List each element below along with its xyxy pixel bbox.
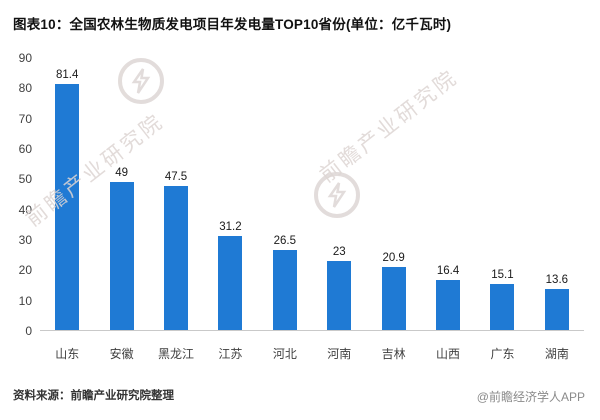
credit-line: @前瞻经济学人APP xyxy=(476,390,585,404)
bar xyxy=(490,284,515,330)
y-tick-label: 40 xyxy=(18,202,32,217)
bar xyxy=(327,260,352,330)
bar xyxy=(164,186,189,330)
bar-value-label: 16.4 xyxy=(436,265,460,278)
bar-group: 81.4 xyxy=(40,58,94,330)
bar xyxy=(272,249,297,330)
bar-value-label: 49 xyxy=(115,166,128,179)
x-axis-labels: 山东 安徽 黑龙江 江苏 河北 河南 吉林 山西 广东 湖南 xyxy=(40,345,584,362)
x-category-label: 江苏 xyxy=(218,347,243,361)
x-category-label: 广东 xyxy=(490,347,515,361)
bar-group: 49 xyxy=(94,58,148,330)
y-tick-label: 60 xyxy=(18,141,32,156)
y-axis-spacer xyxy=(10,345,40,362)
x-category-label: 黑龙江 xyxy=(158,347,195,361)
x-category-label: 山西 xyxy=(436,347,461,361)
x-category-label: 河南 xyxy=(327,347,352,361)
bar-value-label: 81.4 xyxy=(56,69,79,81)
bar-group: 31.2 xyxy=(203,58,257,330)
bar-chart: 90 80 70 60 50 40 30 20 10 0 81.4 49 47.5 31.2 26.5 23… xyxy=(10,51,584,362)
bar-group: 23 xyxy=(312,58,366,330)
bar xyxy=(436,280,461,330)
bar xyxy=(55,84,80,330)
source-note: 资料来源：前瞻产业研究院整理 xyxy=(13,390,174,402)
bar-group: 26.5 xyxy=(258,58,312,330)
bar xyxy=(544,288,569,330)
bar xyxy=(218,235,243,330)
bar-group: 15.1 xyxy=(475,58,529,330)
bar-value-label: 31.2 xyxy=(219,220,242,233)
bar xyxy=(109,181,134,330)
plot-area: 81.4 49 47.5 31.2 26.5 23 20.9 16.4 15.1 13.6 xyxy=(40,58,584,331)
x-category-label: 河北 xyxy=(272,347,297,361)
y-tick-label: 0 xyxy=(25,323,32,338)
x-category-label: 安徽 xyxy=(109,347,134,361)
x-category-label: 湖南 xyxy=(544,347,569,361)
chart-title: 图表10：全国农林生物质发电项目年发电量TOP10省份(单位：亿千瓦时) xyxy=(13,17,452,32)
x-category-label: 吉林 xyxy=(381,347,406,361)
y-tick-label: 50 xyxy=(18,172,32,187)
bar xyxy=(381,266,406,330)
bar-value-label: 20.9 xyxy=(382,251,405,264)
y-tick-label: 30 xyxy=(18,232,32,247)
bar-value-label: 26.5 xyxy=(273,234,297,247)
plot-row: 90 80 70 60 50 40 30 20 10 0 81.4 49 47.5 31.2 26.5 23… xyxy=(10,51,584,338)
y-axis: 90 80 70 60 50 40 30 20 10 0 xyxy=(10,51,40,338)
y-tick-label: 10 xyxy=(18,293,32,308)
bar-value-label: 15.1 xyxy=(491,269,514,282)
x-category-label: 山东 xyxy=(55,347,80,361)
bar-group: 13.6 xyxy=(530,58,584,330)
bar-value-label: 23 xyxy=(332,245,346,258)
y-tick-label: 70 xyxy=(18,111,32,126)
bar-group: 16.4 xyxy=(421,58,475,330)
x-axis: 山东 安徽 黑龙江 江苏 河北 河南 吉林 山西 广东 湖南 xyxy=(10,345,584,362)
y-tick-label: 80 xyxy=(18,81,32,96)
y-tick-label: 20 xyxy=(18,263,32,278)
bar-value-label: 47.5 xyxy=(164,171,188,184)
bar-group: 47.5 xyxy=(149,58,203,330)
y-tick-label: 90 xyxy=(18,51,32,65)
bar-group: 20.9 xyxy=(366,58,420,330)
bar-value-label: 13.6 xyxy=(545,273,569,286)
